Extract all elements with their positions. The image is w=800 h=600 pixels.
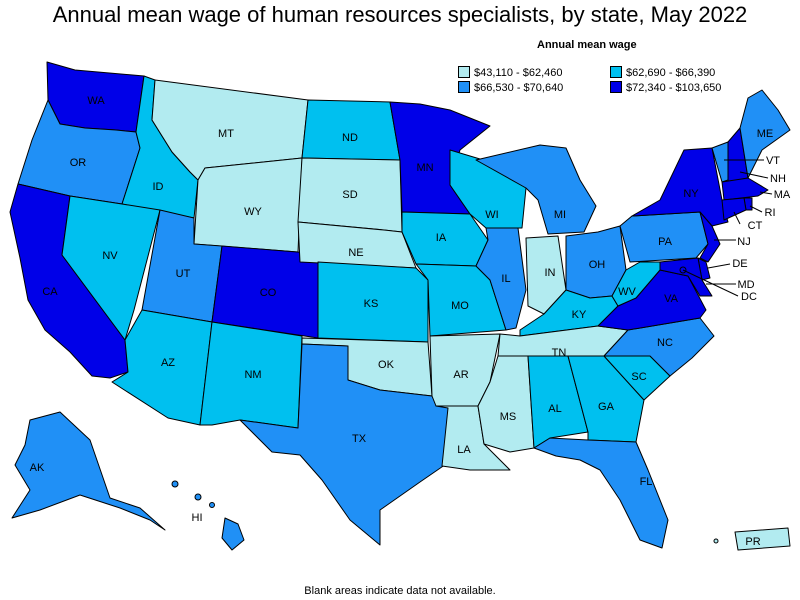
label-WY: WY xyxy=(244,206,262,218)
label-LA: LA xyxy=(457,444,471,456)
label-AL: AL xyxy=(548,403,561,415)
label-ME: ME xyxy=(757,128,774,140)
label-NV: NV xyxy=(102,250,118,262)
label-GA: GA xyxy=(598,401,615,413)
label-DC: DC xyxy=(741,291,757,303)
label-VA: VA xyxy=(664,293,679,305)
label-NC: NC xyxy=(657,337,673,349)
state-IL[interactable] xyxy=(475,227,527,331)
label-SD: SD xyxy=(342,189,357,201)
state-MI[interactable] xyxy=(475,144,597,235)
state-CT[interactable] xyxy=(721,197,747,221)
label-IA: IA xyxy=(436,232,447,244)
state-HI-island-4 xyxy=(209,502,215,508)
callout-leaders xyxy=(682,159,773,297)
map-title: Annual mean wage of human resources spec… xyxy=(52,2,748,27)
legend-item-4: $72,340 - $103,650 xyxy=(610,81,721,94)
legend-label-3: $66,530 - $70,640 xyxy=(474,82,564,94)
state-MA[interactable] xyxy=(721,177,769,201)
label-CT: CT xyxy=(748,220,763,232)
label-OK: OK xyxy=(378,359,395,371)
label-IL: IL xyxy=(501,273,510,285)
legend-title: Annual mean wage xyxy=(537,39,637,51)
label-AK: AK xyxy=(30,462,45,474)
label-NM: NM xyxy=(244,369,261,381)
label-KY: KY xyxy=(572,309,587,321)
label-TN: TN xyxy=(552,347,567,359)
state-FL[interactable] xyxy=(533,437,669,549)
label-AR: AR xyxy=(453,369,468,381)
legend-label-4: $72,340 - $103,650 xyxy=(626,82,722,94)
legend-swatch-4 xyxy=(610,81,622,93)
label-NH: NH xyxy=(770,173,786,185)
label-OR: OR xyxy=(70,157,87,169)
label-MT: MT xyxy=(218,128,234,140)
state-PR[interactable] xyxy=(734,527,791,551)
state-PR-island xyxy=(713,538,719,544)
label-MD: MD xyxy=(737,279,754,291)
label-NE: NE xyxy=(348,247,363,259)
state-NV[interactable] xyxy=(61,195,161,341)
label-UT: UT xyxy=(176,268,191,280)
state-NE[interactable] xyxy=(297,221,417,269)
label-PR: PR xyxy=(745,536,760,548)
state-HI[interactable] xyxy=(221,517,245,551)
label-OH: OH xyxy=(589,259,606,271)
state-HI-island-2 xyxy=(194,493,202,501)
label-WA: WA xyxy=(87,95,105,107)
label-CA: CA xyxy=(42,286,58,298)
label-SC: SC xyxy=(631,371,646,383)
state-TX[interactable] xyxy=(239,343,453,546)
label-IN: IN xyxy=(545,267,556,279)
label-WI: WI xyxy=(485,209,498,221)
label-ID: ID xyxy=(153,181,164,193)
legend-label-1: $43,110 - $62,460 xyxy=(474,67,563,79)
legend-item-3: $66,530 - $70,640 xyxy=(458,81,563,94)
label-MS: MS xyxy=(500,411,517,423)
label-VT: VT xyxy=(766,155,780,167)
legend-item-1: $43,110 - $62,460 xyxy=(458,66,562,79)
legend-item-2: $62,690 - $66,390 xyxy=(610,66,715,79)
legend-swatch-2 xyxy=(610,66,622,78)
label-WV: WV xyxy=(618,286,636,298)
state-HI-island-3 xyxy=(171,480,179,488)
label-HI: HI xyxy=(192,512,203,524)
footnote: Blank areas indicate data not available. xyxy=(304,585,496,597)
label-PA: PA xyxy=(658,236,673,248)
label-AZ: AZ xyxy=(161,357,175,369)
label-MI: MI xyxy=(554,209,566,221)
label-MN: MN xyxy=(416,162,433,174)
label-DE: DE xyxy=(732,258,747,270)
state-AL[interactable] xyxy=(527,355,589,449)
state-WY[interactable] xyxy=(193,157,303,253)
label-KS: KS xyxy=(364,298,379,310)
state-KS[interactable] xyxy=(317,261,429,343)
state-ME[interactable] xyxy=(739,89,791,179)
label-NJ: NJ xyxy=(737,236,750,248)
label-FL: FL xyxy=(640,476,653,488)
label-MO: MO xyxy=(451,300,469,312)
legend-label-2: $62,690 - $66,390 xyxy=(626,67,716,79)
label-CO: CO xyxy=(260,287,277,299)
label-NY: NY xyxy=(683,188,699,200)
label-RI: RI xyxy=(765,207,776,219)
state-MD[interactable] xyxy=(659,257,713,297)
label-ND: ND xyxy=(342,132,358,144)
state-ND[interactable] xyxy=(301,99,401,161)
state-NJ[interactable] xyxy=(699,211,721,263)
legend-swatch-3 xyxy=(458,81,470,93)
label-MA: MA xyxy=(774,189,791,201)
state-AK[interactable] xyxy=(11,411,166,531)
label-TX: TX xyxy=(352,433,367,445)
legend-swatch-1 xyxy=(458,66,470,78)
